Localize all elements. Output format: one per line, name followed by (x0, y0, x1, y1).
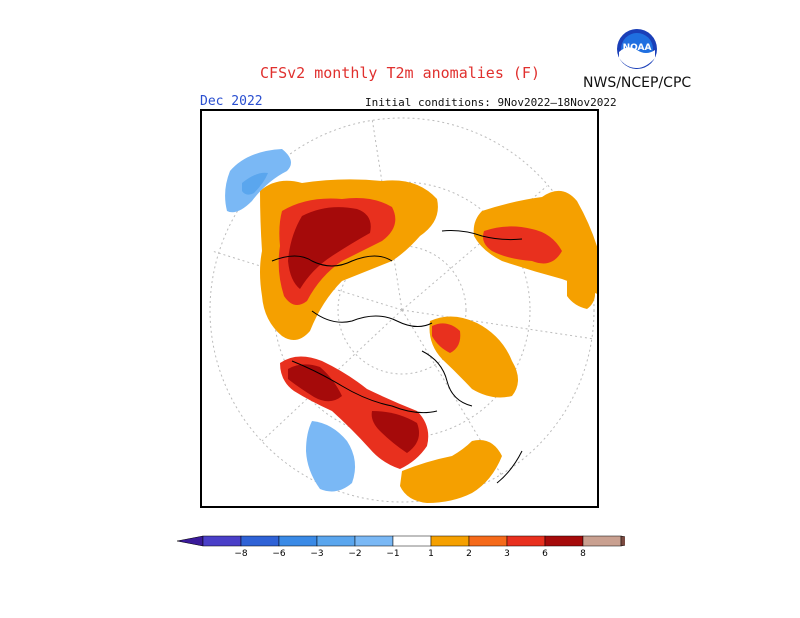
anomaly-region-us-east (400, 440, 502, 503)
colorbar-svg: −8 −6 −3 −2 −1 1 2 3 6 8 (176, 535, 625, 559)
colorbar-swatch-b4 (316, 535, 356, 547)
anomaly-region-europe-peak (288, 207, 371, 289)
anomaly-region-japan (567, 279, 596, 309)
agency-label: NWS/NCEP/CPC (583, 75, 692, 91)
colorbar-tick-label: −3 (310, 549, 323, 559)
colorbar-swatch-r4 (544, 535, 584, 547)
colorbar-swatch-b5 (354, 535, 394, 547)
coastlines (271, 230, 523, 484)
colorbar-arrow-min (176, 535, 204, 547)
anomaly-region-atlantic-cold-core (242, 172, 268, 195)
colorbar-legend: −8 −6 −3 −2 −1 1 2 3 6 8 (175, 534, 625, 564)
anomaly-region-north-america-peak (288, 364, 342, 402)
colorbar-tick-label: 2 (466, 549, 472, 559)
colorbar-swatch-b2 (240, 535, 280, 547)
anomaly-region-east-asia-core (483, 226, 562, 264)
colorbar-tick-label: −2 (348, 549, 361, 559)
colorbar-swatch-b1 (202, 535, 242, 547)
colorbar-tick-label: −6 (272, 549, 286, 559)
anomaly-region-greenland-core (432, 323, 461, 353)
polar-map (209, 117, 597, 503)
anomaly-region-west-us-cold (306, 421, 356, 492)
colorbar-arrow-max (620, 535, 625, 547)
colorbar-tick-label: 3 (504, 549, 510, 559)
colorbar-swatch-b3 (278, 535, 318, 547)
colorbar-swatch-r5 (582, 535, 622, 547)
map-title: CFSv2 monthly T2m anomalies (F) (260, 64, 540, 82)
forecast-month-label: Dec 2022 (200, 94, 263, 109)
anomaly-region-north-america-peak-2 (371, 411, 420, 453)
colorbar-swatch-r2 (468, 535, 508, 547)
noaa-logo: NOAA (616, 28, 658, 70)
colorbar-tick-label: 1 (428, 549, 434, 559)
colorbar-swatch-r3 (506, 535, 546, 547)
initial-conditions-label: Initial conditions: 9Nov2022–18Nov2022 (365, 96, 617, 109)
polar-map-frame (200, 109, 599, 508)
colorbar-tick-label: −1 (386, 549, 399, 559)
colorbar-tick-label: 8 (580, 549, 586, 559)
colorbar-swatch-neutral (392, 535, 432, 547)
logo-text: NOAA (623, 43, 652, 53)
colorbar-tick-label: 6 (542, 549, 548, 559)
colorbar-tick-label: −8 (234, 549, 248, 559)
colorbar-swatch-r1 (430, 535, 470, 547)
